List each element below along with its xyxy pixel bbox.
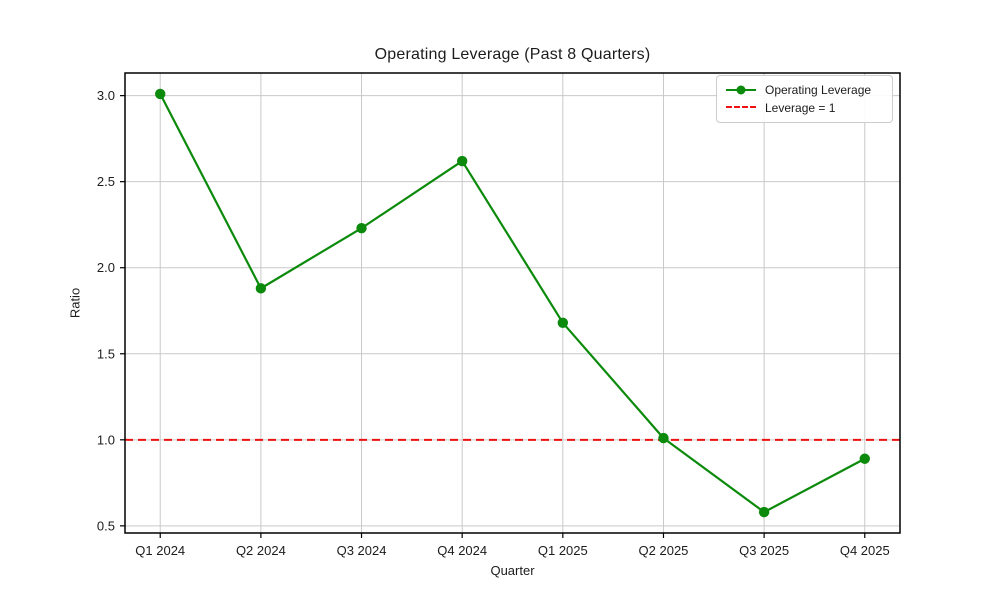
x-tick-label: Q4 2025 (840, 543, 890, 558)
data-point-marker (255, 283, 267, 294)
data-point-marker (557, 317, 569, 328)
data-point-marker (758, 506, 770, 518)
y-tick-label: 2.0 (97, 260, 115, 275)
legend-dash-sample-wrap (726, 103, 756, 113)
legend-label-series: Operating Leverage (765, 83, 872, 97)
legend-entry-series: Operating Leverage (726, 82, 883, 98)
legend-label-refline: Leverage = 1 (765, 101, 836, 115)
x-tick-label: Q4 2024 (437, 543, 487, 558)
data-point-marker (356, 222, 367, 234)
x-tick-label: Q2 2025 (639, 543, 689, 558)
legend-marker-dot (736, 85, 746, 95)
x-tick-label: Q1 2024 (135, 543, 185, 558)
legend: Operating Leverage Leverage = 1 (716, 75, 893, 123)
x-tick-label: Q3 2024 (337, 543, 387, 558)
x-tick-label: Q3 2025 (739, 543, 789, 558)
legend-line-marker-sample (726, 85, 756, 95)
plot-border (124, 72, 901, 534)
y-tick-label: 1.0 (97, 432, 115, 447)
data-point-marker (859, 453, 870, 464)
y-tick-label: 3.0 (97, 88, 115, 103)
data-point-marker (456, 155, 468, 167)
data-point-marker (658, 432, 669, 444)
data-point-marker (155, 88, 166, 100)
y-tick-label: 2.5 (97, 174, 115, 189)
x-tick-label: Q1 2025 (538, 543, 588, 558)
y-tick-label: 0.5 (97, 518, 115, 533)
y-tick-label: 1.5 (97, 346, 115, 361)
legend-entry-refline: Leverage = 1 (726, 100, 883, 116)
x-axis-title: Quarter (490, 563, 535, 578)
x-tick-label: Q2 2024 (236, 543, 286, 558)
legend-dash-sample (726, 106, 756, 108)
series-line (159, 93, 866, 514)
chart-title: Operating Leverage (Past 8 Quarters) (374, 46, 651, 63)
